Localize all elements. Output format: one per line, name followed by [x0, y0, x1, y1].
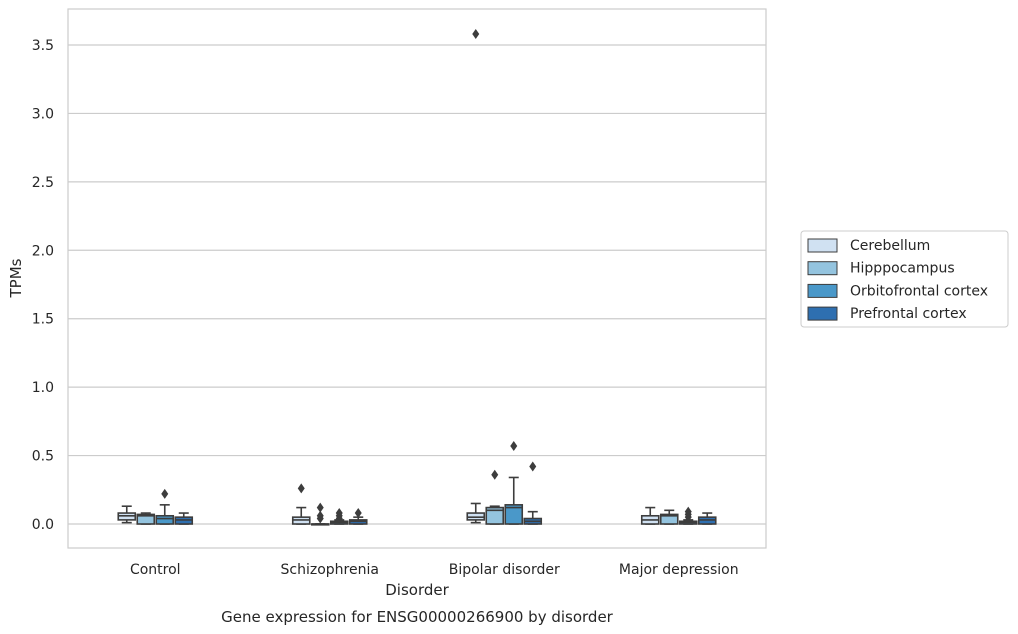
y-tick-label: 2.5 — [32, 175, 54, 191]
plot-background — [68, 9, 766, 548]
legend: Cerebellum Hipppocampus Orbitofrontal cort… — [800, 230, 1009, 328]
box-hipppocampus — [310, 502, 330, 526]
legend-frame — [800, 230, 1009, 328]
y-tick-label: 3.0 — [32, 106, 54, 122]
legend-swatch — [807, 238, 838, 253]
box-cerebellum — [117, 505, 137, 524]
plot-frame — [67, 8, 767, 549]
box-iqr — [659, 513, 679, 525]
box-iqr — [504, 504, 524, 525]
outlier-point — [335, 508, 343, 519]
box-hipppocampus — [659, 509, 679, 525]
outlier-point — [354, 508, 362, 519]
box-iqr — [485, 506, 505, 525]
y-tick-label: 1.5 — [32, 312, 54, 328]
outlier-point — [161, 488, 169, 499]
box-iqr — [136, 513, 156, 525]
outlier-point — [529, 461, 537, 472]
gridlines — [68, 44, 766, 525]
outlier-point — [297, 483, 305, 494]
outlier-point — [491, 469, 499, 480]
y-tick-labels: 0.0 0.5 1.0 1.5 2.0 2.5 3.0 3.5 — [32, 38, 54, 533]
box-iqr — [155, 514, 175, 525]
box-prefrontal-cortex — [348, 508, 368, 525]
box-prefrontal-cortex — [697, 512, 717, 525]
box-orbitofrontal-cortex — [504, 440, 524, 525]
box-prefrontal-cortex — [523, 461, 543, 525]
box-orbitofrontal-cortex — [678, 506, 698, 525]
x-tick-label: Major depression — [619, 562, 739, 578]
y-tick-label: 3.5 — [32, 38, 54, 54]
box-cerebellum — [640, 506, 660, 525]
legend-label: Orbitofrontal cortex — [850, 283, 988, 299]
box-orbitofrontal-cortex — [155, 488, 175, 525]
legend-item: Hipppocampus — [807, 261, 955, 277]
legend-swatch — [807, 283, 838, 298]
box-cerebellum — [466, 29, 486, 524]
box-cerebellum — [291, 483, 311, 525]
box-plot-series — [117, 29, 717, 526]
legend-label: Cerebellum — [850, 238, 930, 254]
legend-item: Prefrontal cortex — [807, 306, 967, 322]
x-tick-label: Bipolar disorder — [449, 562, 560, 578]
y-tick-label: 0.5 — [32, 449, 54, 465]
x-axis-label: Disorder — [385, 581, 449, 599]
outlier-point — [684, 506, 692, 517]
legend-item: Cerebellum — [807, 238, 930, 254]
y-axis-label: TPMs — [7, 258, 25, 298]
x-tick-label: Schizophrenia — [281, 562, 379, 578]
y-tick-label: 1.0 — [32, 380, 54, 396]
legend-label: Prefrontal cortex — [850, 306, 967, 322]
legend-label: Hipppocampus — [850, 261, 955, 277]
legend-swatch — [807, 306, 838, 321]
y-tick-label: 0.0 — [32, 517, 54, 533]
box-orbitofrontal-cortex — [329, 508, 349, 525]
box-hipppocampus — [136, 512, 156, 525]
x-tick-labels: Control Schizophrenia Bipolar disorder Majo… — [130, 562, 739, 578]
outlier-point — [472, 29, 480, 40]
box-prefrontal-cortex — [174, 512, 194, 525]
chart-caption: Gene expression for ENSG00000266900 by d… — [221, 608, 614, 626]
legend-swatch — [807, 261, 838, 276]
outlier-point — [316, 502, 324, 513]
x-tick-label: Control — [130, 562, 181, 578]
legend-item: Orbitofrontal cortex — [807, 283, 988, 299]
outlier-point — [510, 440, 518, 451]
outlier-point — [316, 510, 324, 521]
box-hipppocampus — [485, 469, 505, 525]
y-tick-label: 2.0 — [32, 243, 54, 259]
